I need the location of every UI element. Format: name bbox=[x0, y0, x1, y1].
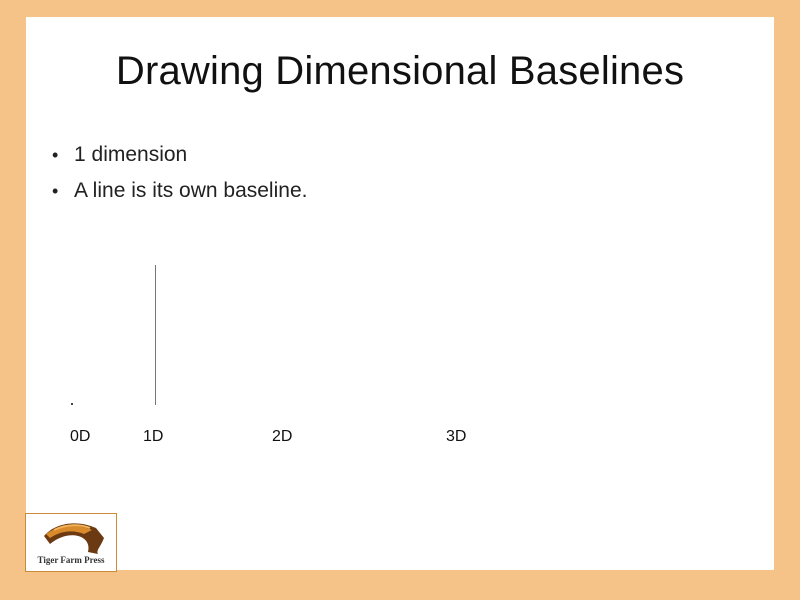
tiger-stripe-logo-icon bbox=[44, 523, 104, 554]
bullet-text: A line is its own baseline. bbox=[74, 179, 308, 202]
bullet-item: • A line is its own baseline. bbox=[48, 173, 307, 209]
label-2d: 2D bbox=[272, 428, 293, 445]
label-0d: 0D bbox=[70, 428, 91, 445]
bullet-item: • 1 dimension bbox=[48, 137, 307, 173]
publisher-logo: Tiger Farm Press bbox=[25, 513, 117, 572]
slide-title: Drawing Dimensional Baselines bbox=[115, 49, 685, 93]
bullet-dot: • bbox=[52, 181, 59, 201]
logo-text: Tiger Farm Press bbox=[37, 555, 105, 565]
bullet-text: 1 dimension bbox=[74, 143, 188, 166]
slide-canvas: Drawing Dimensional Baselines • 1 dimens… bbox=[26, 17, 774, 570]
label-1d: 1D bbox=[143, 428, 164, 445]
one-d-line bbox=[155, 265, 156, 405]
zero-d-point bbox=[71, 403, 73, 405]
bullet-dot: • bbox=[52, 145, 59, 165]
bullet-list: • 1 dimension • A line is its own baseli… bbox=[48, 137, 307, 209]
label-3d: 3D bbox=[446, 428, 467, 445]
